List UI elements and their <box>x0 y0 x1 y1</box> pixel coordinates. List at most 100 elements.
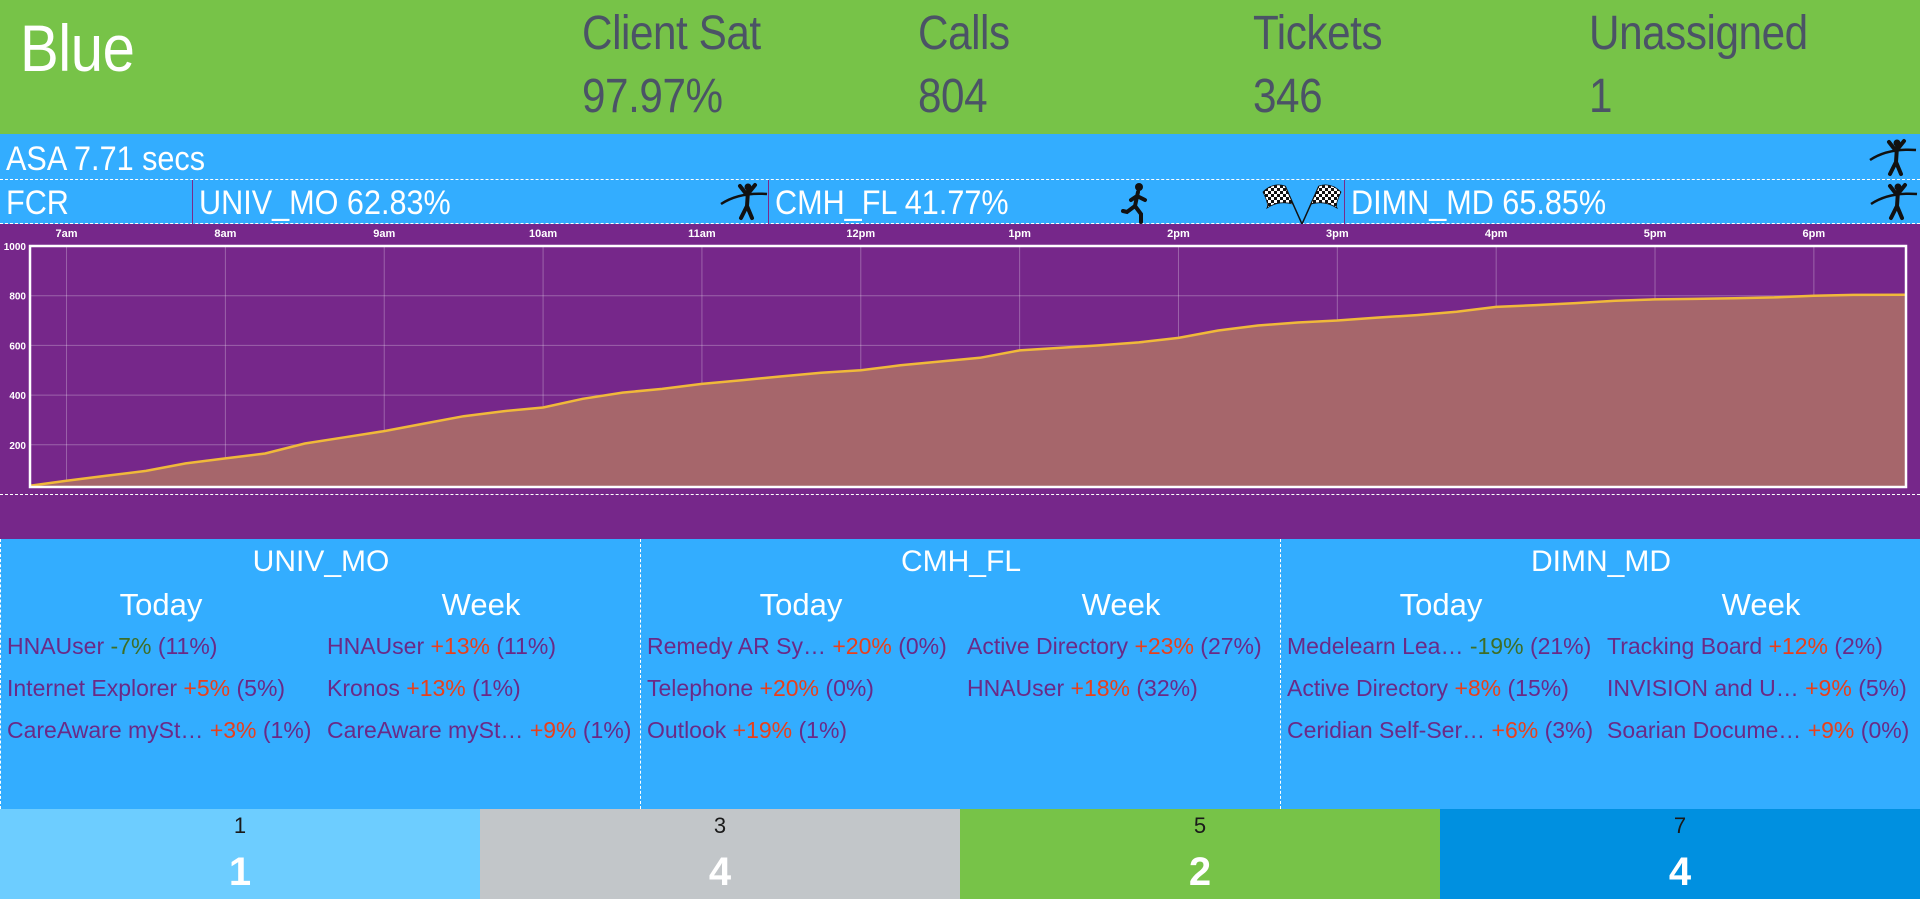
header-bar: Blue Client Sat 97.97% Calls 804 Tickets… <box>0 0 1920 134</box>
calls-area-chart: 7am 8am 9am 10am 11am 12pm 1pm 2pm 3pm 4pm 5pm 6pm … <box>0 224 1920 539</box>
tile-label: 3 <box>713 813 727 838</box>
stat-tile: 3 4 <box>480 809 960 899</box>
app-share: (3%) <box>1544 717 1594 743</box>
today-app-row: Active Directory +8% (15%) <box>1287 675 1569 702</box>
fcr-segment-text: CMH_FL 41.77% <box>775 184 1009 222</box>
checkered-flags-icon <box>1259 182 1345 229</box>
fcr-segment-univ-mo: UNIV_MO 62.83% <box>192 180 768 224</box>
app-delta: +20% <box>759 675 820 701</box>
app-delta: +9% <box>1805 675 1852 701</box>
x-tick-label: 7am <box>56 228 78 240</box>
x-tick-label: 5pm <box>1644 228 1667 240</box>
app-delta: +23% <box>1134 633 1194 659</box>
today-app-row: Medelearn Lea… -19% (21%) <box>1287 633 1591 660</box>
today-app-row: Remedy AR Sy… +20% (0%) <box>647 633 947 660</box>
tile-value: 1 <box>228 850 252 894</box>
app-share: (1%) <box>798 717 848 743</box>
app-name: CareAware mySt… <box>7 717 204 743</box>
app-name: HNAUser <box>327 633 425 659</box>
kpi-label: Calls <box>918 7 1010 60</box>
app-share: (11%) <box>157 633 218 659</box>
app-delta: +19% <box>732 717 793 743</box>
week-heading: Week <box>441 587 521 622</box>
kpi-label: Tickets <box>1253 7 1383 60</box>
finish-line-runner-icon <box>719 182 769 227</box>
x-tick-label: 8am <box>214 228 236 240</box>
app-delta: -19% <box>1469 633 1524 659</box>
divider <box>0 494 1920 495</box>
x-tick-label: 1pm <box>1008 228 1031 240</box>
kpi-label: Unassigned <box>1589 7 1808 60</box>
app-name: INVISION and U… <box>1607 675 1799 701</box>
app-share: (11%) <box>496 633 557 659</box>
fcr-segment-dimn-md: DIMN_MD 65.85% <box>1344 180 1920 224</box>
app-delta: +13% <box>430 633 490 659</box>
region-title: UNIV_MO <box>252 545 390 578</box>
app-name: Internet Explorer <box>7 675 178 701</box>
app-share: (0%) <box>1860 717 1910 743</box>
chart-x-axis-labels: 7am 8am 9am 10am 11am 12pm 1pm 2pm 3pm 4pm 5pm 6pm <box>56 228 1826 240</box>
today-app-row: Ceridian Self-Ser… +6% (3%) <box>1287 717 1593 744</box>
app-name: Tracking Board <box>1607 633 1763 659</box>
week-app-row: Tracking Board +12% (2%) <box>1607 633 1883 660</box>
kpi-value: 1 <box>1589 70 1613 123</box>
app-delta: +12% <box>1768 633 1828 659</box>
today-heading: Today <box>759 587 843 622</box>
week-app-row: Active Directory +23% (27%) <box>967 633 1262 660</box>
y-tick-label: 400 <box>9 391 26 402</box>
finish-line-runner-icon <box>1869 182 1919 227</box>
app-share: (15%) <box>1507 675 1569 701</box>
fcr-label: FCR <box>6 184 69 222</box>
today-heading: Today <box>1399 587 1483 622</box>
app-delta: +9% <box>1807 717 1855 743</box>
kpi-value: 804 <box>918 70 988 123</box>
region-panels: UNIV_MO Today Week HNAUser -7% (11%) Int… <box>0 539 1920 809</box>
tile-value: 4 <box>708 850 732 894</box>
app-delta: -7% <box>110 633 152 659</box>
fcr-segment-cmh-fl: CMH_FL 41.77% <box>768 180 1344 225</box>
week-heading: Week <box>1081 587 1161 622</box>
team-name: Blue <box>20 11 135 85</box>
today-heading: Today <box>119 587 203 622</box>
today-app-row: Telephone +20% (0%) <box>647 675 874 702</box>
kpi-tickets: Tickets 346 <box>1253 6 1400 132</box>
x-tick-label: 9am <box>373 228 395 240</box>
tile-value: 4 <box>1668 850 1692 894</box>
kpi-value: 346 <box>1253 70 1323 123</box>
app-delta: +5% <box>183 675 231 701</box>
kpi-unassigned: Unassigned 1 <box>1589 6 1838 132</box>
week-app-row: HNAUser +18% (32%) <box>967 675 1198 702</box>
week-app-row: INVISION and U… +9% (5%) <box>1607 675 1907 702</box>
app-share: (1%) <box>472 675 521 701</box>
chart-canvas: 7am 8am 9am 10am 11am 12pm 1pm 2pm 3pm 4pm 5pm 6pm … <box>4 228 1908 489</box>
region-panel-cmh-fl: CMH_FL Today Week Remedy AR Sy… +20% (0%… <box>640 539 1280 809</box>
tile-label: 7 <box>1673 813 1687 838</box>
app-name: Active Directory <box>967 633 1129 659</box>
kpi-calls: Calls 804 <box>918 6 1022 132</box>
today-app-row: Outlook +19% (1%) <box>647 717 847 744</box>
y-tick-label: 600 <box>9 341 26 352</box>
app-name: Active Directory <box>1287 675 1449 701</box>
app-name: Outlook <box>647 717 727 743</box>
fcr-segment-text: UNIV_MO 62.83% <box>199 184 451 222</box>
running-man-icon <box>1121 182 1151 229</box>
x-tick-label: 3pm <box>1326 228 1349 240</box>
app-delta: +20% <box>832 633 892 659</box>
app-share: (1%) <box>262 717 312 743</box>
y-tick-label: 200 <box>9 441 26 452</box>
app-share: (2%) <box>1834 633 1883 659</box>
app-delta: +6% <box>1491 717 1539 743</box>
week-app-row: CareAware mySt… +9% (1%) <box>327 717 631 744</box>
app-share: (0%) <box>825 675 874 701</box>
asa-row: ASA 7.71 secs <box>0 134 1920 180</box>
region-title: DIMN_MD <box>1531 545 1671 578</box>
tile-label: 1 <box>233 813 247 838</box>
stat-tile: 5 2 <box>960 809 1440 899</box>
app-name: Remedy AR Sy… <box>647 633 826 659</box>
chart-area-fill <box>30 294 1906 487</box>
app-name: Soarian Docume… <box>1607 717 1802 743</box>
app-share: (5%) <box>236 675 286 701</box>
fcr-row: FCR UNIV_MO 62.83% CMH_FL 41.77% <box>0 180 1920 225</box>
app-share: (5%) <box>1858 675 1907 701</box>
fcr-segment-text: DIMN_MD 65.85% <box>1351 184 1607 222</box>
